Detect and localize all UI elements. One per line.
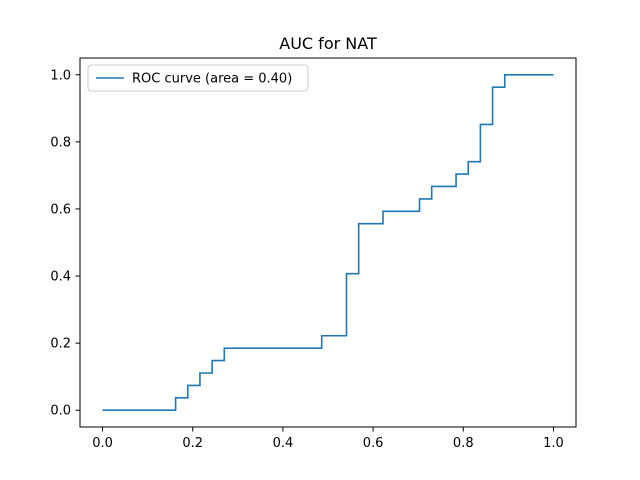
x-tick-label: 0.0 bbox=[92, 436, 113, 451]
y-tick-label: 0.4 bbox=[50, 270, 71, 285]
legend-label: ROC curve (area = 0.40) bbox=[132, 72, 292, 87]
legend-box bbox=[87, 64, 309, 92]
series-line-0 bbox=[102, 73, 554, 412]
chart-title: AUC for NAT bbox=[279, 34, 377, 53]
x-tick-label: 0.8 bbox=[453, 436, 474, 451]
x-tick-label: 0.6 bbox=[363, 436, 384, 451]
legend: ROC curve (area = 0.40) bbox=[87, 64, 309, 92]
x-tick-label: 0.4 bbox=[273, 436, 294, 451]
y-tick-label: 0.8 bbox=[50, 135, 71, 150]
x-tick-label: 1.0 bbox=[543, 436, 564, 451]
y-tick-label: 1.0 bbox=[50, 68, 71, 83]
axes: 0.0 0.2 0.4 0.6 0.8 1.0 0.0 0.2 0.4 0.6 0.8 1.0 bbox=[50, 57, 577, 451]
axes-frame bbox=[79, 57, 577, 428]
y-tick-label: 0.2 bbox=[50, 337, 71, 352]
y-tick-label: 0.6 bbox=[50, 202, 71, 217]
x-tick-label: 0.2 bbox=[182, 436, 203, 451]
plot-area bbox=[102, 73, 554, 412]
y-tick-label: 0.0 bbox=[50, 404, 71, 419]
